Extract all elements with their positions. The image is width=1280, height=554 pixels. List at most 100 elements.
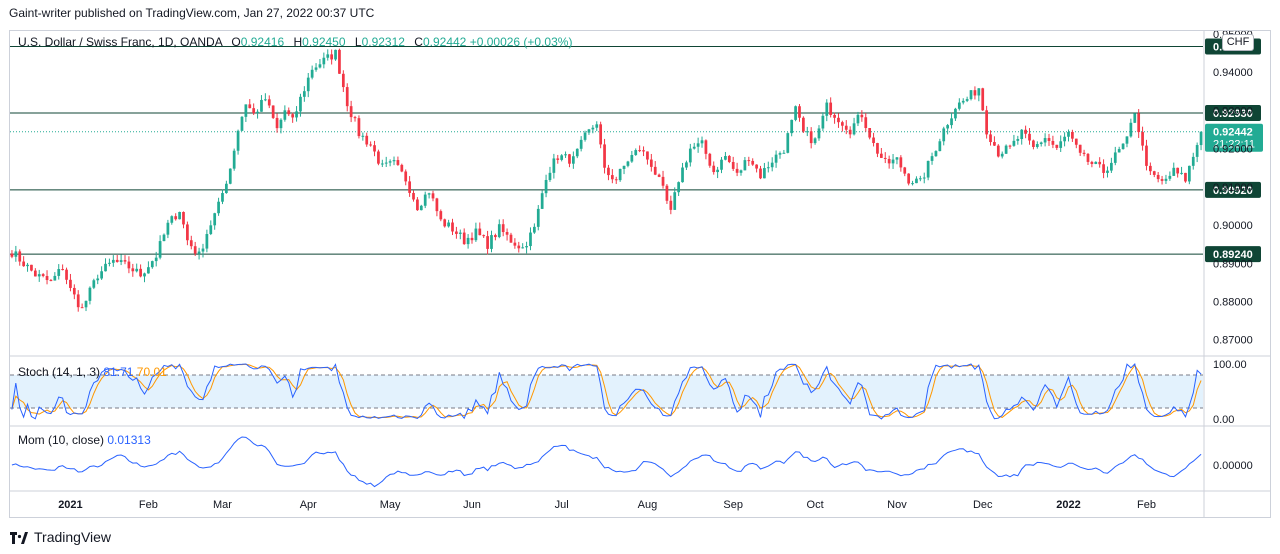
candle-body: [267, 99, 271, 106]
price-candles: [10, 48, 1203, 312]
candle-body: [310, 69, 314, 78]
level-badge: [1205, 246, 1261, 263]
candle-body: [899, 157, 903, 168]
candle-body: [521, 247, 525, 249]
candle-body: [455, 231, 458, 234]
candle-body: [72, 287, 76, 295]
candle-body: [517, 245, 521, 249]
candle-body: [961, 100, 965, 103]
candle-body: [564, 154, 567, 156]
candle-body: [1047, 138, 1051, 141]
candle-body: [1086, 153, 1090, 162]
candle-body: [189, 240, 193, 247]
candle-body: [817, 128, 821, 139]
candle-body: [770, 162, 774, 168]
time-tick-label: 2021: [58, 499, 82, 511]
candle-body: [533, 226, 536, 233]
candle-body: [872, 137, 875, 144]
candle-body: [1145, 145, 1148, 166]
time-tick-label: May: [380, 499, 401, 511]
stoch-tick-label: 100.00: [1213, 359, 1247, 371]
candle-body: [236, 130, 240, 151]
time-tick-label: Feb: [1137, 499, 1156, 511]
candle-body: [957, 102, 961, 109]
candle-body: [61, 269, 64, 271]
candle-body: [111, 259, 115, 263]
price-tick-label: 0.92000: [1213, 144, 1253, 156]
candle-body: [965, 99, 969, 101]
candle-body: [147, 267, 150, 274]
candle-body: [1176, 167, 1180, 174]
candle-body: [751, 160, 755, 165]
candle-body: [295, 111, 298, 118]
candle-body: [560, 155, 564, 160]
publisher-header: Gaint-writer published on TradingView.co…: [9, 6, 375, 20]
mom-legend: Mom (10, close) 0.01313: [18, 433, 151, 447]
time-tick-label: Feb: [139, 499, 158, 511]
candle-body: [841, 122, 844, 126]
candle-body: [260, 99, 263, 112]
symbol-title[interactable]: U.S. Dollar / Swiss Franc, 1D, OANDA: [18, 35, 223, 49]
high-value: 0.92450: [302, 35, 346, 49]
candle-body: [380, 163, 384, 165]
candle-body: [989, 134, 992, 143]
candle-body: [696, 143, 700, 147]
candle-body: [926, 160, 930, 178]
candle-body: [876, 143, 879, 154]
candle-body: [443, 219, 447, 227]
candle-body: [1055, 144, 1059, 148]
time-tick-label: Sep: [723, 499, 743, 511]
candle-body: [833, 114, 836, 118]
candle-body: [474, 228, 478, 241]
time-tick-label: Aug: [638, 499, 658, 511]
candle-body: [170, 216, 174, 223]
candle-body: [84, 300, 88, 308]
candle-body: [92, 280, 96, 288]
candle-body: [182, 211, 185, 225]
candle-body: [57, 269, 61, 276]
candle-body: [1016, 139, 1020, 141]
candle-body: [1168, 175, 1172, 179]
candle-body: [599, 124, 603, 145]
last-price-badge: [1205, 123, 1263, 152]
candle-body: [973, 90, 977, 96]
candle-body: [1184, 172, 1187, 182]
candle-body: [802, 117, 805, 132]
candle-body: [868, 128, 872, 138]
candle-body: [131, 268, 135, 272]
candle-body: [76, 294, 80, 308]
candle-body: [782, 152, 786, 154]
candle-body: [96, 278, 100, 281]
candle-body: [470, 237, 474, 241]
candle-body: [314, 67, 318, 70]
time-tick-label: Dec: [973, 499, 993, 511]
candle-body: [143, 273, 146, 277]
candle-body: [213, 213, 217, 226]
candle-body: [657, 174, 661, 177]
candle-body: [837, 117, 840, 123]
candle-body: [731, 161, 735, 169]
candle-body: [1199, 131, 1203, 146]
candle-body: [938, 141, 942, 152]
candle-body: [825, 102, 829, 116]
candle-body: [996, 145, 1000, 157]
candle-body: [490, 235, 493, 249]
level-badge: [1205, 181, 1261, 198]
candle-body: [80, 307, 84, 309]
candle-body: [228, 168, 232, 184]
candle-body: [447, 222, 450, 227]
candle-body: [1137, 113, 1141, 133]
candle-body: [1032, 140, 1035, 147]
candle-body: [844, 125, 848, 130]
candle-body: [419, 205, 423, 211]
candle-body: [388, 161, 392, 163]
mom-label[interactable]: Mom (10, close): [18, 433, 105, 447]
mom-value: 0.01313: [107, 433, 151, 447]
stoch-label[interactable]: Stoch (14, 1, 3): [18, 365, 101, 379]
candle-body: [400, 164, 404, 172]
price-tick-label: 0.89000: [1213, 258, 1253, 270]
candle-body: [466, 237, 470, 245]
currency-badge[interactable]: CHF: [1222, 34, 1254, 51]
candle-body: [1125, 136, 1129, 144]
